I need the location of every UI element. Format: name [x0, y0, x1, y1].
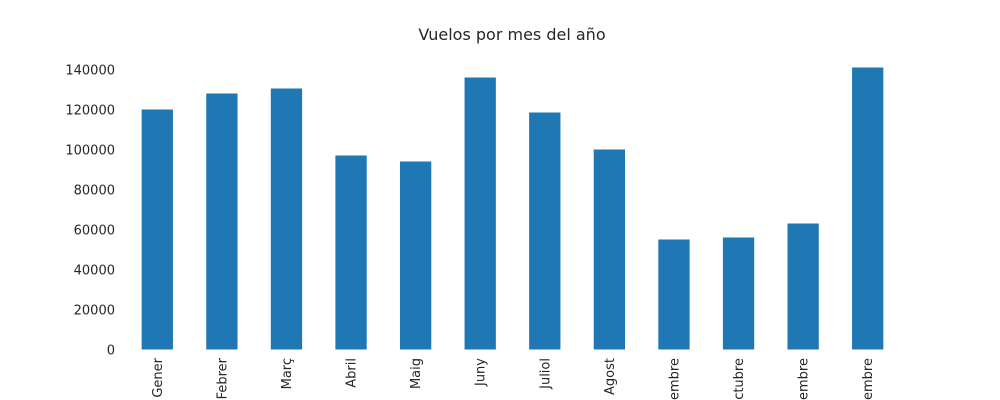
bar-novembre — [786, 222, 820, 351]
bar-desembre — [851, 66, 885, 351]
x-tick-label: Març — [280, 358, 295, 389]
bar-juny — [463, 76, 497, 351]
y-axis: 0 20000 40000 60000 80000 100000 120000 140000 — [65, 64, 115, 359]
y-tick-label: 0 — [107, 344, 115, 359]
chart-title: Vuelos por mes del año — [418, 25, 605, 44]
bar-setembre — [657, 238, 691, 351]
bar-gener — [140, 108, 174, 351]
bar-series — [140, 66, 885, 351]
x-tick-label: Abril — [345, 358, 360, 388]
bar-febrer — [205, 92, 239, 351]
x-tick-label: embre — [797, 358, 812, 400]
x-tick-label: Juny — [474, 358, 489, 387]
bar-maig — [398, 160, 433, 351]
x-tick-label: Juliol — [538, 358, 553, 390]
bar-octubre — [721, 236, 756, 351]
x-tick-label: embre — [861, 358, 876, 400]
y-tick-label: 140000 — [65, 64, 115, 79]
bar-març — [269, 87, 304, 351]
y-tick-label: 60000 — [74, 224, 115, 239]
x-tick-label: ctubre — [732, 358, 747, 400]
x-tick-label: Maig — [409, 358, 424, 389]
x-tick-label: Gener — [151, 357, 166, 397]
x-tick-label: Febrer — [215, 357, 230, 399]
y-tick-label: 80000 — [74, 184, 115, 199]
y-tick-label: 40000 — [74, 264, 115, 279]
bar-abril — [334, 154, 368, 351]
y-tick-label: 100000 — [65, 144, 115, 159]
x-tick-label: embre — [667, 358, 682, 400]
bar-agost — [592, 148, 627, 351]
x-tick-label: Agost — [603, 358, 618, 395]
bar-juliol — [528, 111, 562, 351]
x-axis: Gener Febrer Març Abril Maig Juny Juliol Agost e… — [151, 357, 876, 400]
y-tick-label: 120000 — [65, 104, 115, 119]
y-tick-label: 20000 — [74, 304, 115, 319]
